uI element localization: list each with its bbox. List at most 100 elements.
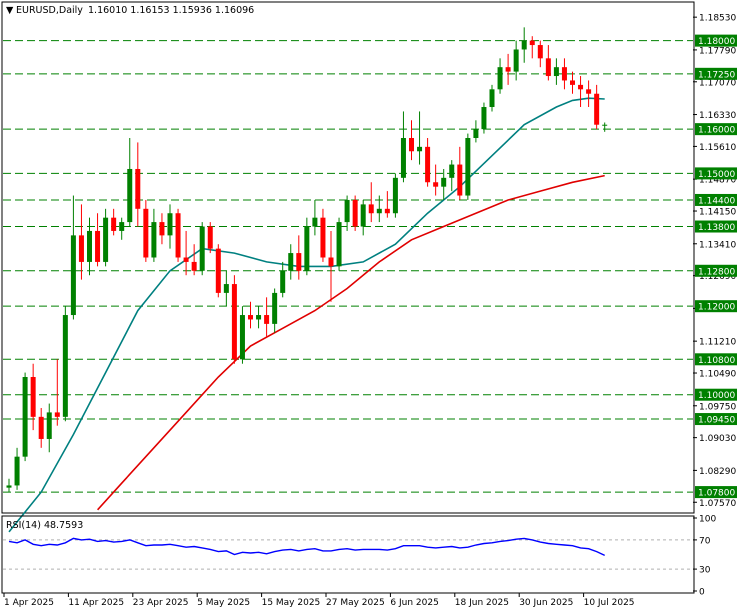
bull-candle [481, 107, 487, 130]
rsi-tick-label: 0 [699, 588, 705, 598]
level-label-bg [695, 123, 737, 136]
bull-candle [199, 226, 205, 271]
bear-candle [529, 40, 535, 46]
level-label: 1.16000 [698, 126, 735, 136]
bear-candle [537, 45, 543, 59]
bear-candle [248, 315, 253, 320]
bear-candle [111, 217, 117, 231]
price-tick-label: 1.13410 [699, 240, 736, 250]
bear-candle [561, 67, 567, 81]
level-label-bg [695, 388, 737, 401]
bear-candle [505, 67, 511, 72]
price-tick-label: 1.14150 [699, 208, 736, 218]
level-label-bg [695, 220, 737, 233]
bear-candle [95, 230, 101, 262]
bear-candle [30, 377, 36, 417]
price-tick-label: 1.18530 [699, 14, 736, 24]
bear-candle [409, 137, 414, 152]
bull-candle [312, 217, 318, 227]
rsi-line [8, 537, 606, 557]
time-tick-label: 15 May 2025 [262, 598, 321, 608]
bull-candle [497, 67, 503, 90]
bear-candle [425, 146, 431, 183]
level-label-bg [695, 167, 737, 180]
bear-candle [207, 226, 213, 249]
level-label-bg [695, 34, 737, 47]
bear-candle [54, 412, 60, 417]
price-tick-label: 1.10490 [699, 370, 736, 380]
bear-candle [328, 257, 334, 267]
time-tick-label: 10 Jul 2025 [584, 598, 635, 608]
level-label-bg [695, 413, 737, 426]
level-label: 1.12000 [698, 303, 735, 313]
bull-candle [46, 412, 52, 439]
price-tick-label: 1.14870 [699, 176, 736, 186]
price-tick-label: 1.08290 [699, 467, 736, 477]
bull-candle [602, 124, 608, 126]
price-tick-label: 1.11210 [699, 338, 736, 348]
bull-candle [513, 49, 519, 72]
collapse-arrow-icon[interactable]: ▼ [6, 5, 14, 16]
level-labels: 1.18000 1.17250 1.16000 1.15000 1.14400 1.138… [695, 34, 737, 499]
bull-candle [14, 456, 20, 486]
bull-candle [70, 235, 76, 316]
bull-candle [239, 315, 245, 360]
level-label-bg [695, 300, 737, 313]
rsi-path [8, 537, 606, 557]
time-tick-label: 11 Apr 2025 [68, 598, 124, 608]
bear-candle [352, 199, 358, 227]
bull-candle [360, 204, 366, 227]
level-label: 1.17250 [698, 70, 735, 80]
level-label: 1.12800 [698, 267, 735, 277]
price-tick-label: 1.09750 [699, 402, 736, 412]
level-lines [3, 40, 693, 493]
level-label: 1.13800 [698, 223, 735, 233]
rsi-tick-label: 30 [699, 566, 711, 576]
bear-candle [159, 222, 165, 236]
level-label-bg [695, 264, 737, 277]
bull-candle [400, 137, 406, 178]
rsi-title: RSI(14) 48.7593 [6, 520, 83, 531]
time-tick-label: 30 Jun 2025 [519, 598, 573, 608]
level-label-bg [695, 353, 737, 366]
bull-candle [521, 40, 527, 50]
bear-candle [368, 204, 374, 214]
bear-candle [215, 248, 221, 293]
bull-candle [304, 226, 310, 271]
time-tick-label: 23 Apr 2025 [133, 598, 189, 608]
level-label: 1.10800 [698, 356, 735, 366]
bear-candle [296, 253, 302, 271]
time-tick-label: 5 May 2025 [197, 598, 250, 608]
bull-candle [344, 199, 350, 223]
bull-candle [103, 217, 109, 262]
time-tick-label: 27 May 2025 [326, 598, 385, 608]
level-label: 1.14400 [698, 196, 735, 206]
bear-candle [457, 164, 463, 196]
time-tick-label: 18 Jun 2025 [455, 598, 509, 608]
bull-candle [449, 164, 455, 178]
bull-candle [441, 177, 447, 187]
bear-candle [143, 208, 149, 258]
bull-candle [465, 137, 471, 196]
bear-candle [594, 93, 600, 125]
bull-candle [223, 284, 229, 293]
price-tick-label: 1.09030 [699, 434, 736, 444]
bear-candle [545, 58, 551, 77]
price-tick-label: 1.15610 [699, 143, 736, 153]
bull-candle [392, 177, 398, 214]
bear-candle [191, 261, 197, 271]
level-label: 1.10000 [698, 391, 735, 401]
chart-ohlc: 1.16010 1.16153 1.15936 1.16096 [88, 5, 254, 16]
bull-candle [473, 129, 479, 138]
price-tick-label: 1.12690 [699, 272, 736, 282]
price-tick-label: 1.16330 [699, 111, 736, 121]
bear-candle [78, 235, 84, 262]
bear-candle [175, 213, 181, 258]
candles [6, 27, 608, 493]
bull-candle [376, 208, 382, 214]
bull-candle [336, 222, 342, 267]
bear-candle [578, 84, 584, 90]
rsi-tick-label: 70 [699, 536, 711, 546]
level-label: 1.07800 [698, 489, 735, 499]
